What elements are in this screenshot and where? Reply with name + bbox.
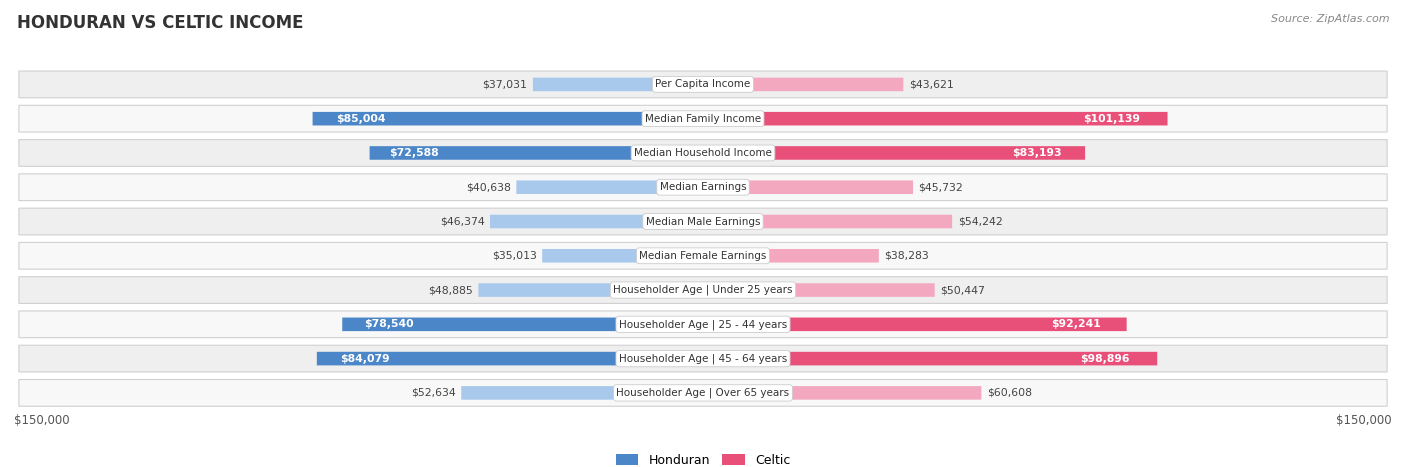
FancyBboxPatch shape (533, 78, 703, 91)
Text: $78,540: $78,540 (364, 319, 413, 329)
Text: $45,732: $45,732 (918, 182, 963, 192)
FancyBboxPatch shape (703, 352, 1157, 365)
FancyBboxPatch shape (316, 352, 703, 365)
Text: $150,000: $150,000 (14, 415, 70, 427)
FancyBboxPatch shape (703, 112, 1167, 126)
Text: $52,634: $52,634 (411, 388, 456, 398)
Text: $60,608: $60,608 (987, 388, 1032, 398)
Text: $40,638: $40,638 (465, 182, 510, 192)
FancyBboxPatch shape (18, 71, 1388, 98)
Text: $37,031: $37,031 (482, 79, 527, 89)
FancyBboxPatch shape (18, 345, 1388, 372)
FancyBboxPatch shape (342, 318, 703, 331)
Text: $92,241: $92,241 (1052, 319, 1101, 329)
Legend: Honduran, Celtic: Honduran, Celtic (610, 449, 796, 467)
Text: Householder Age | Over 65 years: Householder Age | Over 65 years (616, 388, 790, 398)
Text: Median Male Earnings: Median Male Earnings (645, 217, 761, 226)
Text: $54,242: $54,242 (957, 217, 1002, 226)
FancyBboxPatch shape (703, 283, 935, 297)
FancyBboxPatch shape (18, 276, 1388, 304)
Text: $72,588: $72,588 (389, 148, 439, 158)
Text: Median Earnings: Median Earnings (659, 182, 747, 192)
Text: $98,896: $98,896 (1080, 354, 1130, 364)
Text: $50,447: $50,447 (941, 285, 986, 295)
FancyBboxPatch shape (703, 249, 879, 262)
FancyBboxPatch shape (703, 78, 903, 91)
FancyBboxPatch shape (491, 215, 703, 228)
FancyBboxPatch shape (478, 283, 703, 297)
Text: HONDURAN VS CELTIC INCOME: HONDURAN VS CELTIC INCOME (17, 14, 304, 32)
Text: $101,139: $101,139 (1083, 113, 1140, 124)
FancyBboxPatch shape (461, 386, 703, 400)
FancyBboxPatch shape (18, 380, 1388, 406)
FancyBboxPatch shape (370, 146, 703, 160)
Text: Per Capita Income: Per Capita Income (655, 79, 751, 89)
Text: $35,013: $35,013 (492, 251, 537, 261)
Text: Median Family Income: Median Family Income (645, 113, 761, 124)
FancyBboxPatch shape (18, 208, 1388, 235)
FancyBboxPatch shape (703, 386, 981, 400)
Text: Householder Age | Under 25 years: Householder Age | Under 25 years (613, 285, 793, 295)
FancyBboxPatch shape (18, 106, 1388, 132)
Text: $43,621: $43,621 (908, 79, 953, 89)
Text: Median Household Income: Median Household Income (634, 148, 772, 158)
Text: $84,079: $84,079 (340, 354, 389, 364)
Text: $85,004: $85,004 (336, 113, 385, 124)
Text: Source: ZipAtlas.com: Source: ZipAtlas.com (1271, 14, 1389, 24)
Text: $83,193: $83,193 (1012, 148, 1062, 158)
Text: $48,885: $48,885 (429, 285, 472, 295)
Text: Householder Age | 25 - 44 years: Householder Age | 25 - 44 years (619, 319, 787, 330)
FancyBboxPatch shape (18, 140, 1388, 166)
FancyBboxPatch shape (703, 318, 1126, 331)
Text: $46,374: $46,374 (440, 217, 485, 226)
FancyBboxPatch shape (703, 180, 912, 194)
FancyBboxPatch shape (703, 215, 952, 228)
Text: $38,283: $38,283 (884, 251, 929, 261)
Text: Householder Age | 45 - 64 years: Householder Age | 45 - 64 years (619, 354, 787, 364)
FancyBboxPatch shape (516, 180, 703, 194)
FancyBboxPatch shape (703, 146, 1085, 160)
Text: Median Female Earnings: Median Female Earnings (640, 251, 766, 261)
FancyBboxPatch shape (18, 311, 1388, 338)
FancyBboxPatch shape (543, 249, 703, 262)
Text: $150,000: $150,000 (1336, 415, 1392, 427)
FancyBboxPatch shape (312, 112, 703, 126)
FancyBboxPatch shape (18, 242, 1388, 269)
FancyBboxPatch shape (18, 174, 1388, 201)
